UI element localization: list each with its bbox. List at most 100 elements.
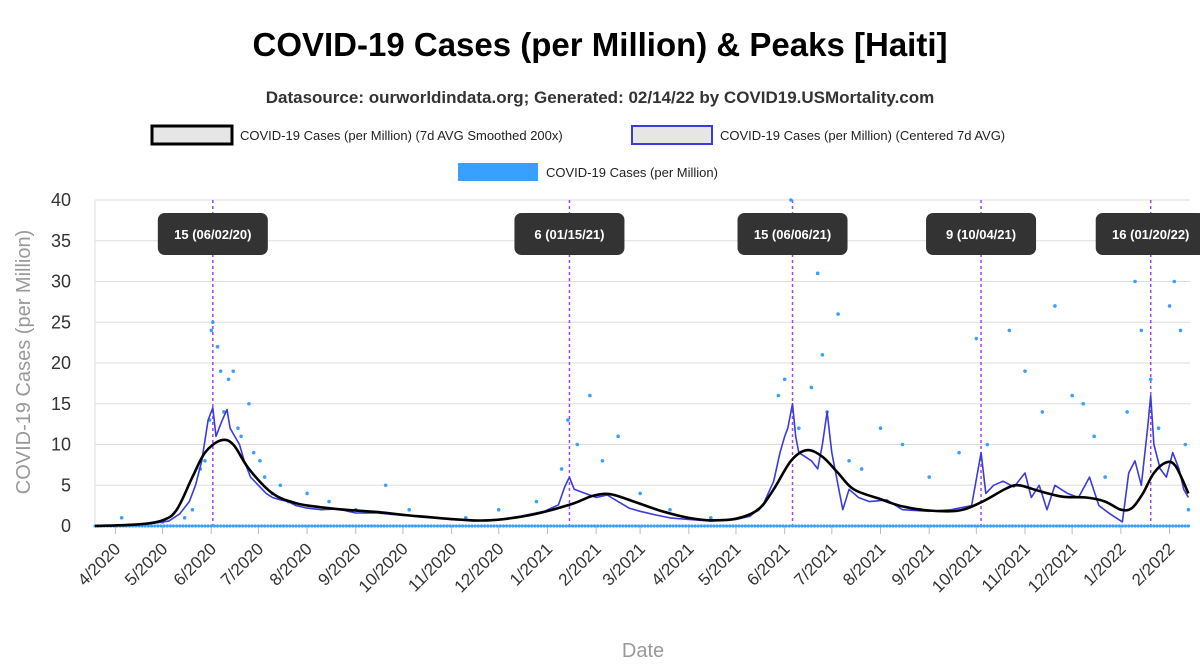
daily-point bbox=[731, 524, 735, 528]
daily-point bbox=[1020, 524, 1024, 528]
daily-point bbox=[662, 524, 666, 528]
daily-point bbox=[900, 524, 905, 528]
chart-subtitle: Datasource: ourworldindata.org; Generate… bbox=[266, 88, 935, 107]
daily-point bbox=[910, 524, 914, 528]
legend-swatch-avg7[interactable] bbox=[631, 125, 713, 145]
daily-point bbox=[445, 524, 449, 528]
daily-point bbox=[1186, 507, 1191, 512]
legend-swatch-daily[interactable] bbox=[458, 163, 538, 181]
daily-point bbox=[1133, 524, 1137, 528]
x-tick-label: 3/2021 bbox=[599, 539, 649, 589]
daily-point bbox=[907, 524, 911, 528]
daily-point bbox=[841, 524, 845, 528]
daily-point bbox=[677, 524, 682, 528]
daily-point bbox=[275, 524, 279, 528]
daily-point bbox=[357, 524, 361, 528]
daily-point bbox=[360, 524, 364, 528]
y-tick-label: 15 bbox=[51, 394, 71, 414]
daily-point bbox=[215, 344, 220, 349]
daily-point bbox=[407, 507, 412, 512]
daily-point bbox=[1098, 524, 1103, 528]
daily-point bbox=[1172, 279, 1177, 284]
daily-point bbox=[1152, 524, 1156, 528]
daily-point bbox=[618, 524, 622, 528]
daily-point bbox=[429, 524, 433, 528]
daily-point bbox=[592, 524, 597, 528]
daily-point bbox=[278, 483, 283, 488]
daily-point bbox=[781, 524, 785, 528]
daily-point bbox=[658, 524, 663, 528]
daily-point bbox=[382, 524, 386, 528]
daily-point bbox=[624, 524, 628, 528]
daily-point bbox=[498, 524, 502, 528]
daily-point bbox=[797, 524, 801, 528]
daily-point bbox=[847, 459, 851, 463]
x-tick-label: 5/2020 bbox=[121, 539, 171, 589]
daily-point bbox=[153, 524, 157, 528]
daily-point bbox=[743, 524, 748, 528]
y-tick-label: 35 bbox=[51, 231, 71, 251]
daily-point bbox=[944, 524, 949, 528]
daily-point bbox=[878, 426, 883, 431]
daily-point bbox=[1083, 524, 1087, 528]
x-tick-label: 5/2021 bbox=[695, 539, 745, 589]
legend-label-smoothed[interactable]: COVID-19 Cases (per Million) (7d AVG Smo… bbox=[240, 128, 563, 143]
daily-point bbox=[1145, 524, 1150, 528]
peak-label-box bbox=[737, 213, 848, 255]
daily-point bbox=[310, 524, 314, 528]
daily-point bbox=[303, 524, 308, 528]
daily-point bbox=[872, 524, 876, 528]
daily-point bbox=[327, 499, 331, 504]
daily-point bbox=[187, 524, 191, 528]
daily-point bbox=[926, 524, 930, 528]
legend-swatch-smoothed[interactable] bbox=[150, 124, 234, 146]
daily-point bbox=[527, 524, 531, 528]
daily-point bbox=[794, 524, 798, 528]
daily-point bbox=[401, 524, 405, 528]
legend-label-avg7[interactable]: COVID-19 Cases (per Million) (Centered 7… bbox=[720, 128, 1005, 143]
daily-point bbox=[338, 524, 342, 528]
daily-point bbox=[305, 491, 309, 496]
daily-point bbox=[341, 524, 345, 528]
daily-point bbox=[426, 524, 430, 528]
legend-label-daily[interactable]: COVID-19 Cases (per Million) bbox=[546, 165, 718, 180]
daily-point bbox=[1136, 524, 1140, 528]
peak-labels: 15 (06/02/20) 6 (01/15/21) 15 (06/06/21) 9 … bbox=[157, 213, 1200, 255]
daily-point bbox=[844, 524, 848, 528]
daily-point bbox=[545, 524, 550, 528]
daily-point bbox=[479, 524, 484, 528]
daily-point bbox=[269, 524, 273, 528]
daily-point bbox=[643, 524, 647, 528]
daily-point bbox=[272, 524, 276, 528]
daily-point bbox=[247, 524, 251, 528]
peak-label: 15 (06/02/20) bbox=[157, 213, 268, 255]
x-tick-label: 12/2021 bbox=[1024, 539, 1081, 596]
daily-point bbox=[439, 524, 443, 528]
peak-label: 16 (01/20/22) bbox=[1095, 213, 1200, 255]
daily-point bbox=[800, 524, 804, 528]
daily-point bbox=[376, 524, 380, 528]
daily-point bbox=[750, 524, 754, 528]
daily-point bbox=[464, 524, 468, 528]
daily-point bbox=[866, 524, 870, 528]
daily-point bbox=[878, 524, 883, 528]
daily-point bbox=[586, 524, 590, 528]
daily-point bbox=[209, 524, 213, 528]
daily-point bbox=[621, 524, 625, 528]
daily-point bbox=[853, 524, 857, 528]
daily-point bbox=[193, 524, 198, 528]
daily-point bbox=[1086, 524, 1090, 528]
daily-point bbox=[897, 524, 901, 528]
daily-point bbox=[332, 524, 336, 528]
daily-point bbox=[162, 524, 166, 528]
y-axis-ticks: 0 5 10 15 20 25 30 35 40 bbox=[51, 190, 71, 536]
daily-point bbox=[319, 524, 323, 528]
daily-point bbox=[979, 524, 983, 528]
daily-point bbox=[1014, 524, 1018, 528]
daily-point bbox=[234, 524, 238, 528]
daily-point bbox=[574, 524, 578, 528]
daily-point bbox=[564, 524, 568, 528]
daily-point bbox=[860, 524, 864, 528]
x-tick-label: 10/2021 bbox=[928, 539, 985, 596]
